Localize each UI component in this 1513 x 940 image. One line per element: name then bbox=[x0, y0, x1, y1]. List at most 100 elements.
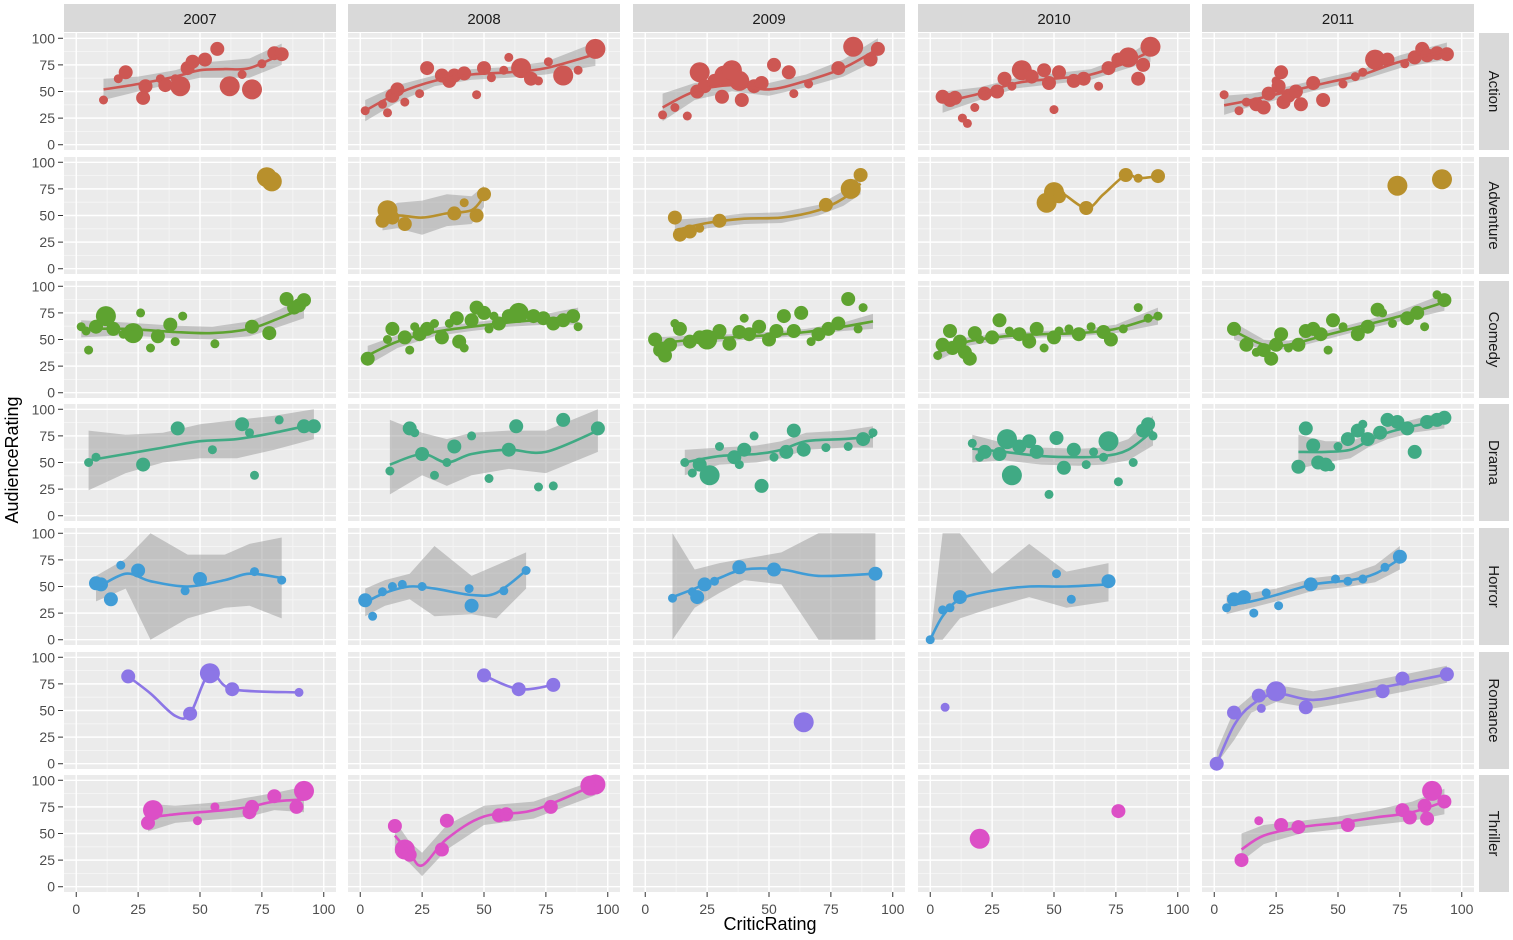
facet-panel bbox=[918, 33, 1190, 150]
y-tick-label: 100 bbox=[32, 772, 56, 788]
data-point bbox=[1133, 303, 1143, 313]
y-tick-label: 25 bbox=[39, 358, 55, 374]
y-axis-title: AudienceRating bbox=[2, 396, 22, 523]
facet-panel bbox=[633, 33, 905, 150]
y-tick-label: 25 bbox=[39, 605, 55, 621]
data-point bbox=[1256, 100, 1271, 115]
data-point bbox=[754, 76, 769, 90]
facet-panel bbox=[1202, 528, 1474, 645]
data-point bbox=[84, 345, 94, 355]
data-point bbox=[548, 481, 558, 491]
data-point bbox=[242, 79, 262, 100]
data-point bbox=[997, 71, 1012, 86]
y-tick-label: 25 bbox=[39, 729, 55, 745]
data-point bbox=[1239, 337, 1254, 352]
facet-panel bbox=[64, 33, 336, 150]
x-tick-label: 25 bbox=[699, 901, 715, 917]
data-point bbox=[415, 89, 425, 99]
data-point bbox=[715, 89, 729, 104]
facet-panel bbox=[1202, 652, 1474, 771]
facet-panel bbox=[633, 775, 905, 892]
data-point bbox=[185, 54, 200, 69]
data-point bbox=[754, 478, 769, 493]
y-tick-label: 0 bbox=[47, 632, 55, 648]
data-point bbox=[1234, 853, 1249, 868]
data-point bbox=[1271, 79, 1286, 94]
data-point bbox=[767, 57, 781, 72]
data-point bbox=[1266, 681, 1287, 702]
x-axis-title: CriticRating bbox=[723, 914, 816, 934]
x-tick-label: 100 bbox=[1450, 901, 1474, 917]
facet-panel bbox=[633, 281, 905, 398]
data-point bbox=[1437, 410, 1452, 425]
y-tick-label: 0 bbox=[47, 879, 55, 895]
data-point bbox=[1388, 319, 1397, 328]
x-tick-label: 0 bbox=[72, 901, 80, 917]
data-point bbox=[856, 432, 871, 447]
year-strip bbox=[918, 4, 1190, 32]
data-point bbox=[1001, 465, 1022, 486]
data-point bbox=[449, 311, 464, 326]
data-point bbox=[1113, 477, 1123, 487]
smooth-line bbox=[1223, 49, 1448, 107]
data-point bbox=[511, 58, 532, 79]
y-tick-label: 100 bbox=[32, 525, 56, 541]
genre-strip bbox=[1479, 652, 1509, 769]
data-point bbox=[1141, 417, 1156, 432]
data-point bbox=[1049, 431, 1064, 445]
facet-panel bbox=[1202, 775, 1474, 892]
data-point bbox=[1101, 574, 1116, 589]
facet-panel bbox=[64, 775, 336, 892]
data-point bbox=[556, 412, 571, 427]
data-point bbox=[509, 419, 524, 434]
facet-panel bbox=[348, 652, 620, 769]
data-point bbox=[749, 431, 759, 441]
data-point bbox=[1049, 105, 1059, 115]
data-point bbox=[163, 317, 178, 332]
data-point bbox=[658, 348, 672, 363]
data-point bbox=[712, 324, 727, 338]
x-tick-label: 75 bbox=[1392, 901, 1408, 917]
data-point bbox=[410, 428, 420, 438]
data-point bbox=[210, 802, 220, 812]
x-tick-label: 50 bbox=[1330, 901, 1346, 917]
data-point bbox=[1029, 321, 1044, 336]
data-point bbox=[962, 351, 977, 366]
smooth-line bbox=[674, 182, 862, 232]
data-point bbox=[1094, 81, 1104, 91]
data-point bbox=[1249, 608, 1259, 618]
x-tick-label: 50 bbox=[192, 901, 208, 917]
data-point bbox=[1219, 90, 1229, 100]
facet-panel bbox=[64, 652, 336, 769]
data-point bbox=[397, 217, 412, 231]
data-point bbox=[1350, 327, 1365, 342]
x-tick-label: 75 bbox=[823, 901, 839, 917]
data-point bbox=[237, 70, 247, 79]
y-tick-label: 50 bbox=[39, 208, 55, 224]
x-tick-label: 100 bbox=[881, 901, 905, 917]
data-point bbox=[1128, 458, 1138, 467]
y-tick-label: 50 bbox=[39, 455, 55, 471]
data-point bbox=[1274, 327, 1289, 342]
data-point bbox=[1044, 489, 1054, 499]
y-tick-label: 50 bbox=[39, 579, 55, 595]
data-point bbox=[1365, 49, 1386, 70]
y-tick-label: 50 bbox=[39, 826, 55, 842]
data-point bbox=[207, 445, 217, 455]
data-point bbox=[1098, 431, 1119, 452]
genre-strip-label: Adventure bbox=[1485, 181, 1502, 249]
facet-panel bbox=[633, 157, 905, 274]
data-point bbox=[821, 443, 831, 453]
y-tick-label: 0 bbox=[47, 385, 55, 401]
smooth-line bbox=[147, 798, 305, 819]
data-point bbox=[1089, 447, 1099, 457]
data-point bbox=[1254, 816, 1264, 826]
data-point bbox=[383, 108, 392, 118]
y-tick-label: 25 bbox=[39, 852, 55, 868]
genre-strip-label: Thriller bbox=[1485, 811, 1502, 857]
data-point bbox=[1039, 343, 1049, 353]
y-tick-label: 50 bbox=[39, 332, 55, 348]
year-strip-label: 2010 bbox=[1037, 11, 1070, 28]
data-point bbox=[116, 560, 126, 570]
